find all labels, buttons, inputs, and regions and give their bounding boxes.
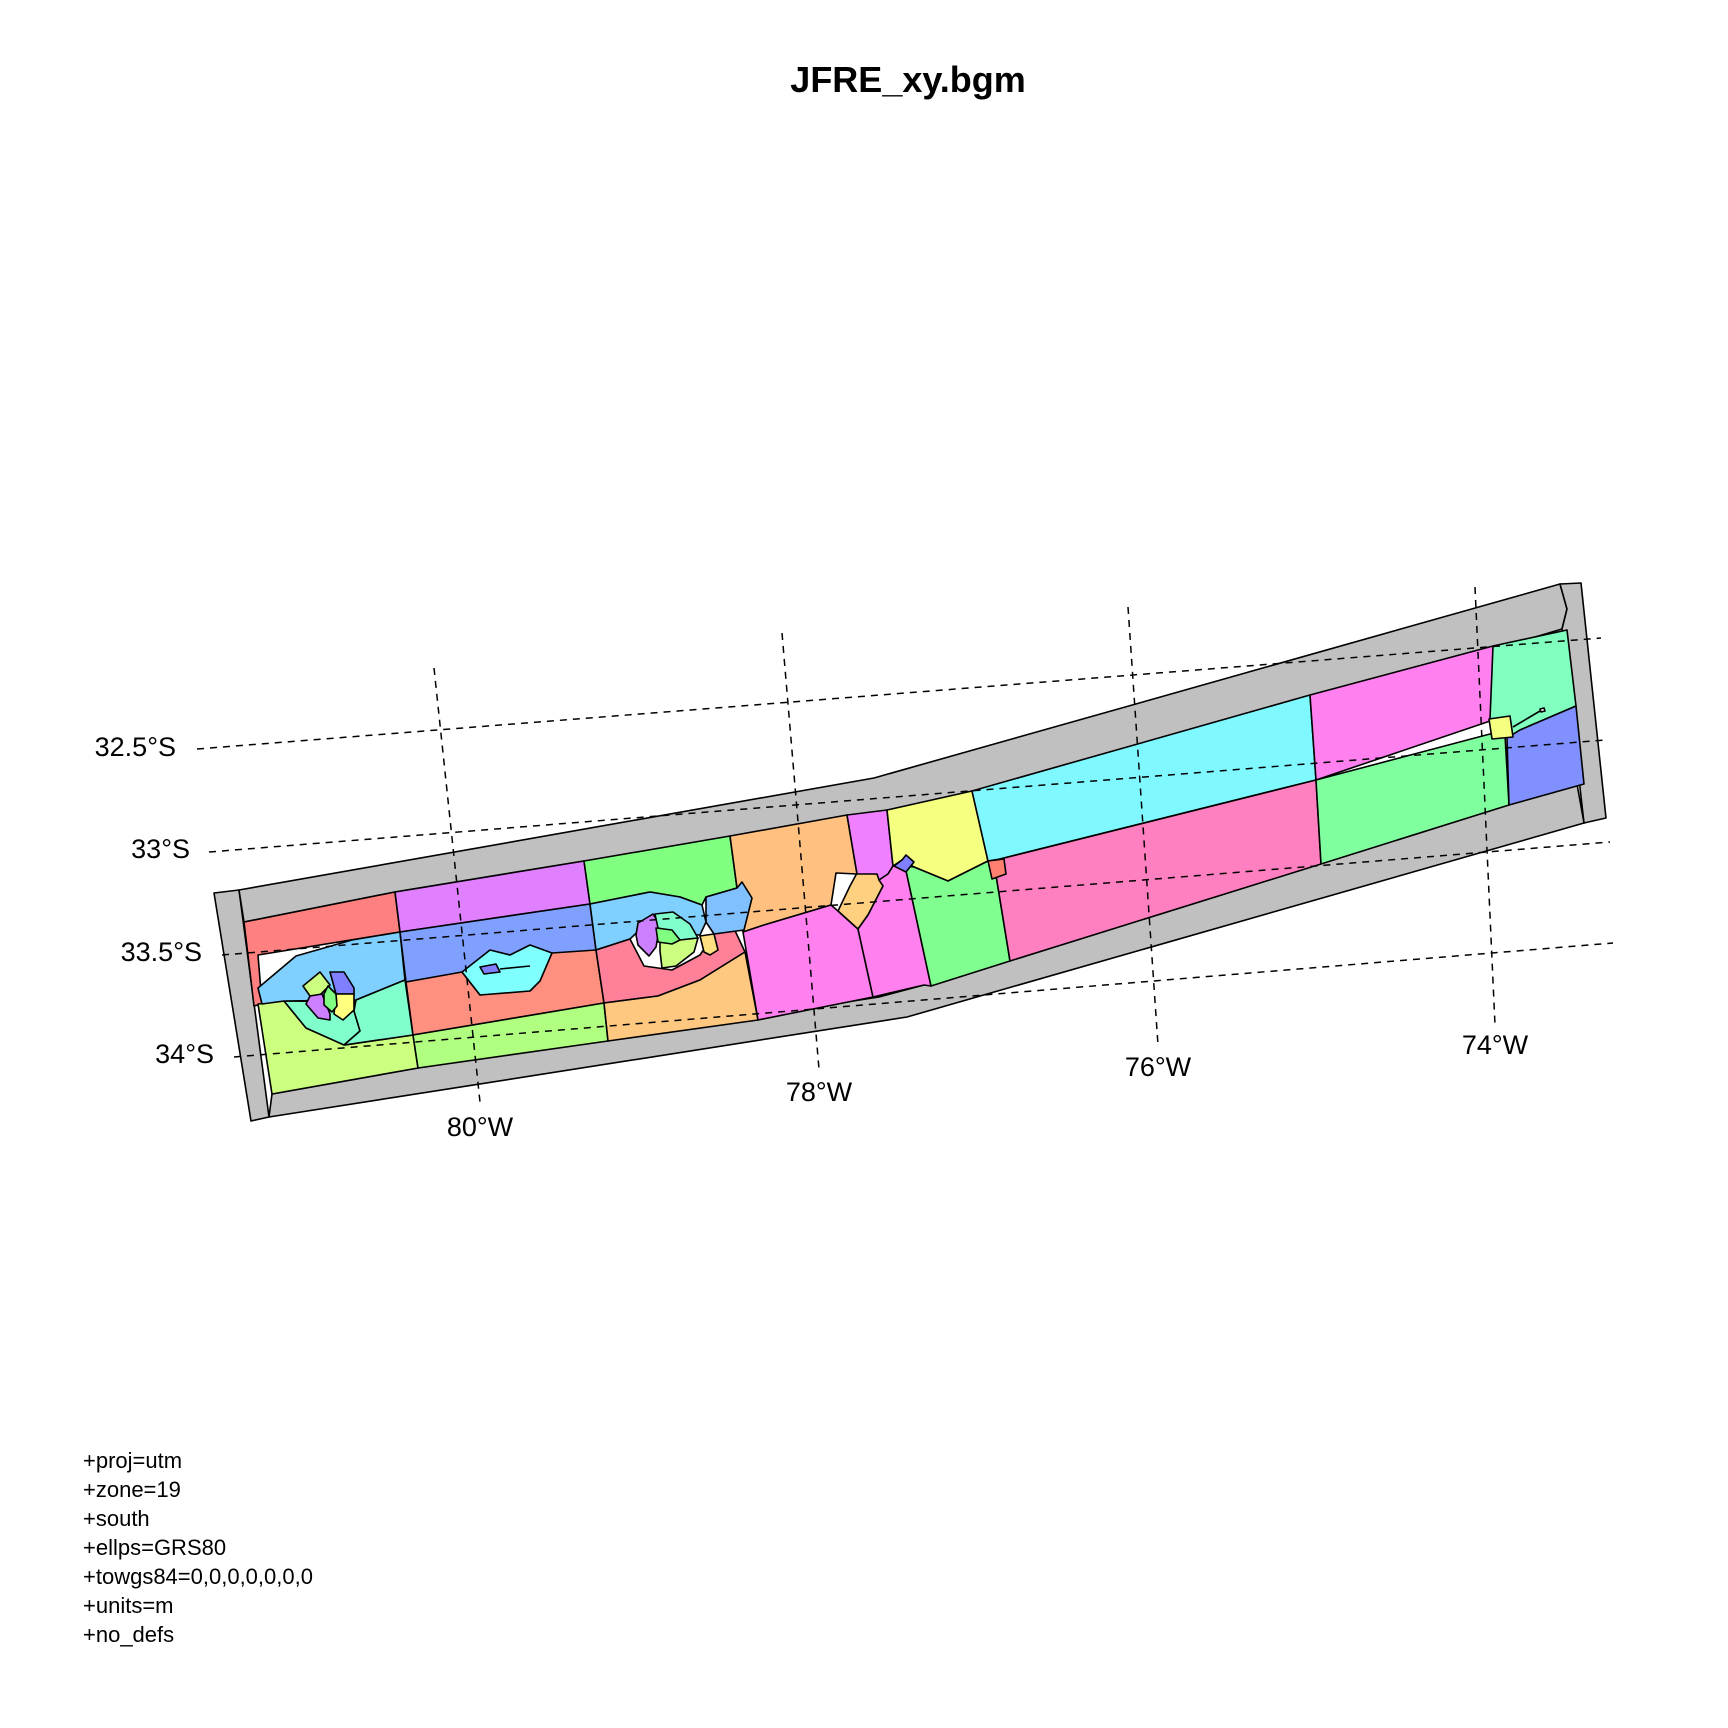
longitude-label: 78°W <box>786 1077 853 1107</box>
latitude-label: 34°S <box>155 1039 214 1069</box>
latitude-label: 33.5°S <box>121 937 202 967</box>
projection-line: +no_defs <box>83 1622 175 1647</box>
projection-line: +towgs84=0,0,0,0,0,0,0 <box>83 1564 313 1589</box>
projection-line: +south <box>83 1506 150 1531</box>
boxes-layer <box>213 582 1607 1122</box>
box-island-f <box>987 858 1007 880</box>
latitude-label: 32.5°S <box>95 732 176 762</box>
box-island-a-core <box>323 985 338 1013</box>
box-island-g-tiny <box>1539 707 1546 713</box>
latitude-line-33-5 <box>221 841 1611 956</box>
projection-line: +ellps=GRS80 <box>83 1535 227 1560</box>
box-island-a-se <box>333 993 355 1021</box>
box-4-wedge <box>705 881 753 935</box>
box-8-low <box>1315 733 1510 865</box>
box-island-c-east <box>699 933 719 956</box>
latitude-line-32-5 <box>196 637 1602 750</box>
latitude-labels: 32.5°S 33°S 33.5°S 34°S <box>95 732 214 1069</box>
box-island-b <box>461 944 553 996</box>
box-island-e <box>893 854 915 873</box>
longitude-line-78 <box>781 632 820 1070</box>
longitude-line-76 <box>1127 606 1159 1046</box>
island-g-link <box>1512 710 1541 728</box>
projection-line: +proj=utm <box>83 1448 183 1473</box>
box-island-a-ne <box>329 971 355 995</box>
longitude-label: 74°W <box>1462 1030 1529 1060</box>
map-title: JFRE_xy.bgm <box>790 59 1025 100</box>
box-3-bottom <box>603 951 759 1042</box>
graticule-lines <box>196 586 1614 1103</box>
latitude-line-34 <box>233 942 1614 1058</box>
latitude-label: 33°S <box>131 834 190 864</box>
box-island-g <box>1488 715 1514 740</box>
box-9-low <box>1506 705 1585 806</box>
box-island-b-hole <box>479 963 501 975</box>
box-island-c-west <box>635 913 661 957</box>
projection-line: +units=m <box>83 1593 174 1618</box>
box-island-a-nw <box>302 971 331 997</box>
longitude-line-74 <box>1474 586 1496 1026</box>
longitude-label: 76°W <box>1125 1052 1192 1082</box>
projection-line: +zone=19 <box>83 1477 181 1502</box>
longitude-label: 80°W <box>447 1112 514 1142</box>
longitude-labels: 80°W 78°W 76°W 74°W <box>447 1030 1529 1142</box>
island-b-link <box>499 965 531 970</box>
box-island-c-core <box>655 927 681 945</box>
